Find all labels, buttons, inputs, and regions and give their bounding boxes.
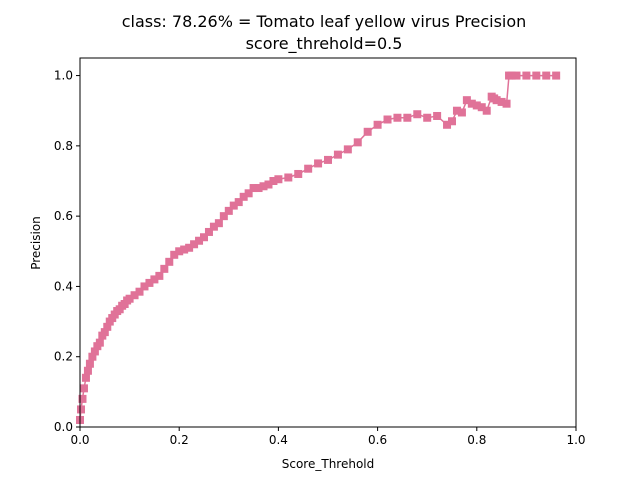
data-point xyxy=(175,247,184,256)
data-point xyxy=(95,338,104,347)
data-point xyxy=(100,328,109,337)
y-axis-label: Precision xyxy=(29,216,43,270)
data-point xyxy=(185,243,194,252)
y-tick-label: 0.6 xyxy=(54,209,73,223)
data-point xyxy=(269,177,278,185)
chart-title: class: 78.26% = Tomato leaf yellow virus… xyxy=(122,12,527,31)
x-axis: 0.0 0.2 0.4 0.6 0.8 1.0 xyxy=(70,427,586,447)
data-point xyxy=(497,97,506,106)
data-point xyxy=(103,322,112,331)
plot-marks xyxy=(76,71,561,424)
data-point xyxy=(264,180,273,189)
x-tick-label: 0.8 xyxy=(467,433,486,447)
y-tick-label: 0.8 xyxy=(54,139,73,153)
chart-subtitle: score_threhold=0.5 xyxy=(246,34,403,54)
y-tick-label: 0.4 xyxy=(54,279,73,293)
data-point xyxy=(363,127,372,136)
data-point xyxy=(477,103,486,112)
data-point xyxy=(219,212,228,221)
data-point xyxy=(229,201,238,210)
data-point xyxy=(200,233,208,242)
data-point xyxy=(383,115,392,124)
data-point xyxy=(259,182,268,191)
data-point xyxy=(467,99,476,108)
data-point xyxy=(83,366,92,375)
data-point xyxy=(135,287,144,296)
data-point xyxy=(160,264,169,273)
data-point xyxy=(413,110,422,119)
data-point xyxy=(170,250,179,259)
x-tick-label: 0.2 xyxy=(170,433,189,447)
x-tick-label: 0.6 xyxy=(368,433,387,447)
data-point xyxy=(284,173,293,182)
data-point xyxy=(502,99,511,108)
data-point xyxy=(140,282,149,291)
data-point xyxy=(165,257,174,266)
data-point xyxy=(145,278,154,287)
data-point xyxy=(403,113,412,122)
data-point xyxy=(249,184,258,193)
data-point xyxy=(492,96,501,105)
data-point xyxy=(214,219,223,228)
data-point xyxy=(78,394,87,403)
data-point xyxy=(443,120,452,129)
data-point xyxy=(304,164,313,173)
x-axis-label: Score_Threhold xyxy=(282,457,375,471)
data-point xyxy=(244,189,253,198)
data-point xyxy=(254,184,263,193)
x-tick-label: 1.0 xyxy=(566,433,585,447)
y-axis: 0.0 0.2 0.4 0.6 0.8 1.0 xyxy=(54,69,80,434)
data-point xyxy=(79,384,88,393)
data-point xyxy=(85,359,94,368)
data-point xyxy=(274,175,283,184)
data-point xyxy=(452,106,461,115)
series-line xyxy=(79,74,557,421)
data-point xyxy=(507,71,516,80)
data-point xyxy=(552,71,561,80)
data-point xyxy=(353,138,362,147)
data-point xyxy=(472,101,481,110)
data-point xyxy=(393,113,402,122)
data-point xyxy=(239,192,248,201)
y-tick-label: 1.0 xyxy=(54,69,73,83)
data-point xyxy=(542,71,551,80)
data-point xyxy=(532,71,541,80)
data-point xyxy=(314,159,323,168)
data-point xyxy=(234,198,243,207)
data-point xyxy=(324,155,332,164)
data-point xyxy=(294,169,303,178)
data-point xyxy=(209,222,218,231)
data-point xyxy=(81,373,90,382)
data-point xyxy=(125,294,134,303)
data-point xyxy=(333,150,342,159)
data-point xyxy=(433,111,442,120)
data-point xyxy=(90,347,99,356)
data-point xyxy=(448,117,456,126)
y-tick-label: 0.2 xyxy=(54,350,73,364)
x-tick-label: 0.0 xyxy=(70,433,89,447)
data-point xyxy=(180,245,189,254)
data-point xyxy=(195,236,204,245)
data-point xyxy=(150,275,159,284)
data-point xyxy=(343,145,352,154)
data-point xyxy=(204,227,213,236)
y-tick-label: 0.0 xyxy=(54,420,73,434)
data-point xyxy=(88,352,97,361)
data-point xyxy=(462,96,471,105)
data-point xyxy=(512,71,521,80)
data-point xyxy=(224,206,233,215)
data-point xyxy=(457,108,466,117)
x-tick-label: 0.4 xyxy=(269,433,288,447)
data-point xyxy=(155,271,164,280)
data-point xyxy=(76,405,85,414)
plot-frame xyxy=(79,57,577,428)
data-point xyxy=(522,71,531,80)
data-point xyxy=(190,240,199,249)
data-point xyxy=(423,113,432,122)
data-point xyxy=(373,120,382,129)
data-point xyxy=(130,291,139,300)
data-point xyxy=(482,106,491,115)
